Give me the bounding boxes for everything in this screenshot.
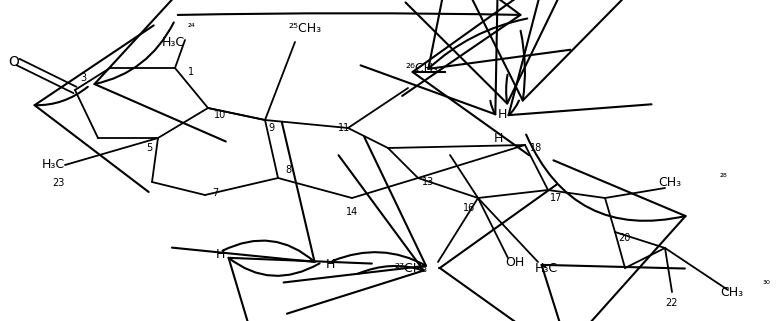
Text: OH: OH <box>505 256 524 268</box>
Text: 17: 17 <box>550 193 562 203</box>
Text: ³⁰: ³⁰ <box>762 280 769 290</box>
Text: 9: 9 <box>268 123 274 133</box>
FancyArrowPatch shape <box>429 0 570 69</box>
FancyArrowPatch shape <box>228 258 372 321</box>
FancyArrowPatch shape <box>34 25 154 192</box>
Text: 10: 10 <box>214 110 226 120</box>
Text: 7: 7 <box>212 188 218 198</box>
FancyArrowPatch shape <box>172 122 314 262</box>
Text: 22: 22 <box>665 298 678 308</box>
Text: O: O <box>8 55 19 69</box>
FancyArrowPatch shape <box>361 0 498 114</box>
Text: 16: 16 <box>463 203 475 213</box>
FancyArrowPatch shape <box>413 0 529 155</box>
FancyArrowPatch shape <box>178 0 521 96</box>
Text: H₃C: H₃C <box>535 262 558 274</box>
Text: CH₃: CH₃ <box>720 285 743 299</box>
FancyArrowPatch shape <box>542 265 685 321</box>
FancyArrowPatch shape <box>526 134 686 321</box>
FancyArrowPatch shape <box>508 0 651 115</box>
Text: 5: 5 <box>145 143 152 153</box>
Text: 18: 18 <box>530 143 542 153</box>
Text: 1: 1 <box>188 67 194 77</box>
Text: 13: 13 <box>422 177 434 187</box>
Text: H: H <box>493 132 503 144</box>
FancyArrowPatch shape <box>284 136 426 282</box>
Text: 23: 23 <box>52 178 64 188</box>
FancyArrowPatch shape <box>287 155 424 314</box>
Text: 20: 20 <box>618 233 630 243</box>
Text: ²⁷CH₃: ²⁷CH₃ <box>395 262 428 274</box>
FancyArrowPatch shape <box>459 0 623 100</box>
FancyArrowPatch shape <box>406 0 570 103</box>
Text: H: H <box>215 248 224 262</box>
Text: ²⁵CH₃: ²⁵CH₃ <box>288 22 321 34</box>
Text: 14: 14 <box>346 207 358 217</box>
Text: ²⁶CH₃: ²⁶CH₃ <box>405 62 438 74</box>
Text: H: H <box>497 108 507 122</box>
Text: H₃C: H₃C <box>42 159 65 171</box>
Text: H: H <box>325 258 335 272</box>
FancyArrowPatch shape <box>439 185 557 321</box>
Text: 3: 3 <box>80 73 86 83</box>
Text: H₃C: H₃C <box>162 36 185 48</box>
Text: ²⁴: ²⁴ <box>188 23 196 33</box>
Text: 11: 11 <box>338 123 350 133</box>
Text: 8: 8 <box>285 165 291 175</box>
FancyArrowPatch shape <box>95 0 226 142</box>
Text: CH₃: CH₃ <box>658 176 681 188</box>
Text: ²⁸: ²⁸ <box>720 173 728 183</box>
